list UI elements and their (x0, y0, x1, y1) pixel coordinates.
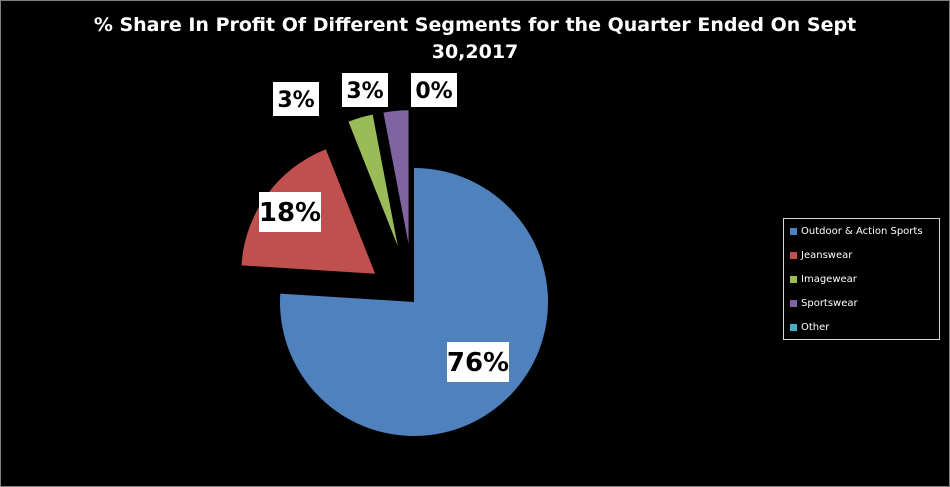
data-label-outdoor-action-sports: 76% (447, 342, 509, 382)
legend-swatch (790, 251, 797, 259)
legend-item-jeanswear: Jeanswear (784, 243, 939, 267)
legend-item-imagewear: Imagewear (784, 267, 939, 291)
chart-title-line-1: % Share In Profit Of Different Segments … (93, 14, 857, 36)
data-label-box (447, 342, 509, 382)
data-label-text: 18% (259, 198, 321, 228)
legend-label: Outdoor & Action Sports (801, 225, 923, 237)
data-label-other: 0% (411, 73, 457, 107)
chart-title-line-2: 30,2017 (431, 41, 519, 63)
pie-slice-sportswear (383, 110, 409, 245)
legend-item-other: Other (784, 315, 939, 339)
legend-swatch (790, 299, 797, 307)
data-label-text: 0% (415, 79, 452, 104)
pie-slice-imagewear (348, 114, 398, 247)
data-label-text: 3% (346, 79, 383, 104)
legend-swatch (790, 323, 797, 331)
chart-title: % Share In Profit Of Different Segments … (0, 12, 950, 66)
legend-swatch (790, 227, 797, 235)
data-label-sportswear: 3% (342, 73, 388, 107)
data-label-text: 76% (447, 348, 509, 378)
data-label-box (342, 73, 388, 107)
data-label-box (259, 192, 321, 232)
chart-legend: Outdoor & Action Sports Jeanswear Imagewea… (783, 218, 940, 340)
legend-label: Sportswear (801, 297, 858, 309)
legend-label: Imagewear (801, 273, 857, 285)
legend-item-outdoor-action-sports: Outdoor & Action Sports (784, 219, 939, 243)
legend-swatch (790, 275, 797, 283)
data-label-text: 3% (277, 88, 314, 113)
data-label-box (411, 73, 457, 107)
data-label-jeanswear: 18% (259, 192, 321, 232)
legend-label: Other (801, 321, 830, 333)
legend-label: Jeanswear (801, 249, 853, 261)
data-label-imagewear: 3% (273, 82, 319, 116)
legend-item-sportswear: Sportswear (784, 291, 939, 315)
data-label-box (273, 82, 319, 116)
